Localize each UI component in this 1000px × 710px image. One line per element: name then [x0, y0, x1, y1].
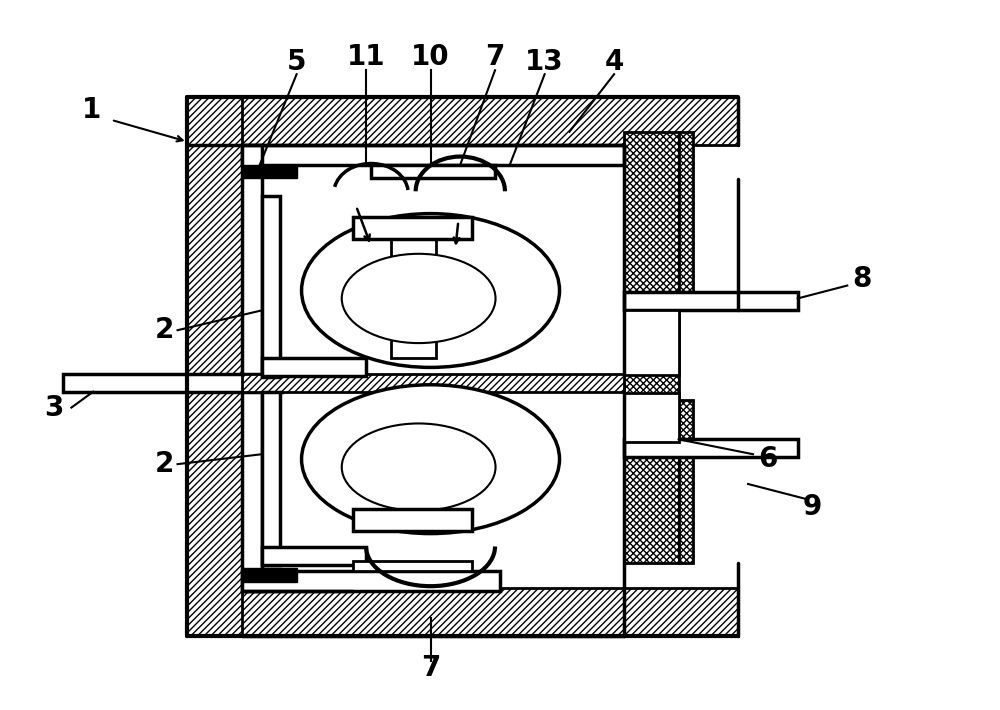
Bar — [624, 393, 679, 442]
Bar — [391, 239, 436, 358]
Text: 2: 2 — [155, 450, 174, 478]
Text: 11: 11 — [347, 43, 385, 71]
Bar — [624, 439, 798, 457]
Bar — [242, 145, 624, 165]
Bar — [624, 293, 798, 310]
Bar — [262, 358, 366, 376]
Text: 2: 2 — [155, 316, 174, 344]
Text: 6: 6 — [758, 445, 778, 473]
Text: 8: 8 — [852, 265, 872, 293]
Text: 5: 5 — [287, 48, 306, 76]
Text: 7: 7 — [485, 43, 505, 71]
Bar — [371, 165, 495, 178]
Ellipse shape — [342, 423, 496, 510]
Bar — [353, 562, 472, 572]
Text: 1: 1 — [82, 96, 101, 124]
Bar — [242, 568, 297, 582]
Bar — [187, 588, 738, 635]
Text: 10: 10 — [411, 43, 450, 71]
Ellipse shape — [302, 385, 560, 534]
Bar — [262, 392, 280, 565]
Bar — [262, 196, 280, 377]
Bar — [353, 509, 472, 530]
Bar — [353, 217, 472, 239]
Bar — [624, 132, 679, 563]
Bar — [679, 400, 693, 563]
Text: 7: 7 — [421, 653, 440, 682]
Bar — [187, 97, 738, 145]
Ellipse shape — [302, 214, 560, 367]
Bar — [242, 145, 262, 591]
Bar — [679, 132, 693, 310]
Text: 3: 3 — [44, 393, 63, 422]
Bar — [187, 97, 242, 635]
Bar — [624, 310, 679, 375]
Bar — [262, 547, 366, 565]
Bar — [63, 374, 282, 392]
Text: 9: 9 — [803, 493, 822, 521]
Text: 13: 13 — [525, 48, 564, 76]
Bar — [242, 374, 624, 392]
Bar — [242, 572, 500, 591]
Bar — [242, 165, 297, 178]
Text: 4: 4 — [604, 48, 624, 76]
Ellipse shape — [342, 253, 496, 343]
